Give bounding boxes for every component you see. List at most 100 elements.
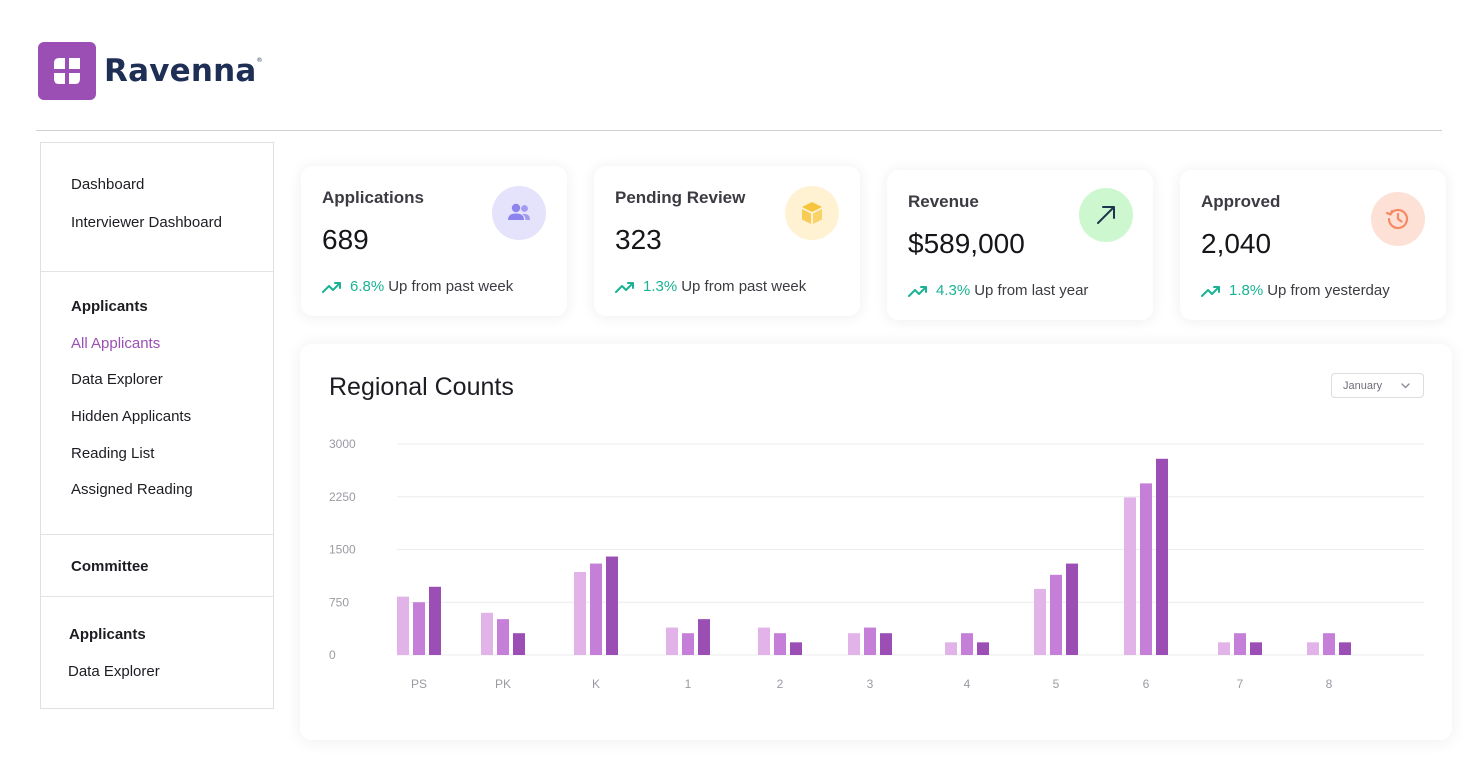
bar: [790, 642, 802, 655]
bar: [698, 619, 710, 655]
bar: [1250, 642, 1262, 655]
stat-value: $589,000: [908, 228, 1025, 259]
stat-trend: 1.8% Up from yesterday: [1201, 282, 1390, 299]
x-tick-label: 3: [867, 677, 874, 691]
stat-trend-percent: 1.3%: [643, 278, 678, 295]
sidebar-section-committee: [41, 535, 273, 597]
y-tick-label: 1500: [329, 543, 356, 557]
bar: [1307, 642, 1319, 655]
bar: [481, 612, 493, 655]
stat-trend: 4.3% Up from last year: [908, 282, 1088, 299]
box-icon: [785, 186, 839, 240]
bar: [1066, 563, 1078, 655]
x-tick-label: 6: [1143, 677, 1150, 691]
brand-logo[interactable]: Ravenna®: [38, 42, 263, 100]
stat-trend: 6.8% Up from past week: [322, 278, 513, 295]
bar: [666, 627, 678, 655]
y-tick-label: 0: [329, 648, 336, 662]
bar: [682, 633, 694, 655]
stat-title: Approved: [1201, 192, 1281, 211]
x-tick-label: K: [592, 677, 600, 691]
sidebar-item-all-applicants[interactable]: All Applicants: [71, 335, 161, 352]
month-select[interactable]: January: [1331, 373, 1424, 398]
stat-value: 2,040: [1201, 228, 1272, 259]
x-tick-label: 5: [1053, 677, 1060, 691]
sidebar-item-dashboard[interactable]: Dashboard: [71, 176, 145, 193]
trend-up-icon: [615, 281, 634, 293]
stat-value: 323: [615, 224, 662, 255]
stat-title: Applications: [322, 188, 425, 207]
stat-card-approved: Approved 2,040 1.8% Up from yesterday: [1180, 170, 1446, 320]
bar: [413, 602, 425, 655]
chevron-down-icon: [1401, 383, 1410, 389]
bar: [880, 633, 892, 655]
stat-trend-percent: 1.8%: [1229, 282, 1264, 299]
bar: [758, 627, 770, 655]
bar: [1140, 483, 1152, 655]
stat-trend-percent: 4.3%: [936, 282, 971, 299]
window-logo-icon: [38, 42, 96, 100]
bar: [397, 596, 409, 655]
regional-counts-card: 0 750 1500 2250 3000 PS PK K 1 2 3 4 5 6 7 8 Regional C…: [300, 344, 1452, 740]
bar: [513, 633, 525, 655]
x-tick-label: PS: [411, 677, 427, 691]
stat-card-pending-review: Pending Review 323 1.3% Up from past wee…: [594, 166, 860, 316]
month-select-value: January: [1343, 379, 1383, 392]
sidebar-section-main: [41, 143, 273, 272]
bar: [590, 563, 602, 655]
sidebar-item-hidden-applicants[interactable]: Hidden Applicants: [71, 408, 192, 425]
bar: [945, 642, 957, 655]
sidebar-item-assigned-reading[interactable]: Assigned Reading: [71, 481, 193, 498]
bar: [864, 627, 876, 655]
stat-trend-percent: 6.8%: [350, 278, 385, 295]
chart-title: Regional Counts: [329, 373, 514, 401]
stat-card-revenue: Revenue $589,000 4.3% Up from last year: [887, 170, 1153, 320]
history-clock-icon: [1371, 192, 1425, 246]
bar: [1156, 458, 1168, 655]
bar: [1050, 574, 1062, 655]
bar: [606, 556, 618, 655]
x-tick-label: PK: [495, 677, 511, 691]
sidebar: Dashboard Interviewer Dashboard Applican…: [40, 142, 274, 709]
x-tick-label: 1: [685, 677, 692, 691]
bar: [429, 586, 441, 655]
bar: [848, 633, 860, 655]
bar: [1234, 633, 1246, 655]
sidebar-heading-committee[interactable]: Committee: [71, 558, 149, 575]
stat-trend: 1.3% Up from past week: [615, 278, 806, 295]
sidebar-item-data-explorer[interactable]: Data Explorer: [71, 371, 163, 388]
bar: [497, 619, 509, 655]
brand-name: Ravenna®: [104, 53, 263, 89]
bar: [1124, 497, 1136, 655]
x-tick-label: 7: [1237, 677, 1244, 691]
bar: [1339, 642, 1351, 655]
trend-up-icon: [1201, 285, 1220, 297]
registered-mark: ®: [256, 57, 263, 64]
stat-card-applications: Applications 689 6.8% Up from past week: [301, 166, 567, 316]
bar: [1323, 633, 1335, 655]
stat-trend-text: Up from past week: [681, 278, 807, 295]
sidebar-section-applicants: [41, 272, 273, 535]
sidebar-item-interviewer-dashboard[interactable]: Interviewer Dashboard: [71, 214, 222, 231]
arrow-up-right-icon: [1079, 188, 1133, 242]
y-tick-label: 3000: [329, 437, 356, 451]
sidebar-item-data-explorer-2[interactable]: Data Explorer: [68, 663, 160, 680]
sidebar-heading-applicants-2: Applicants: [69, 626, 146, 643]
x-tick-label: 2: [777, 677, 784, 691]
stat-title: Revenue: [908, 192, 979, 211]
header-divider: [36, 130, 1442, 131]
x-tick-label: 8: [1326, 677, 1333, 691]
y-tick-label: 750: [329, 595, 349, 609]
bar: [977, 642, 989, 655]
sidebar-heading-applicants: Applicants: [71, 298, 148, 315]
x-tick-label: 4: [964, 677, 971, 691]
bar: [774, 633, 786, 655]
stat-value: 689: [322, 224, 369, 255]
stat-trend-text: Up from last year: [974, 282, 1089, 299]
y-tick-label: 2250: [329, 490, 356, 504]
sidebar-item-reading-list[interactable]: Reading List: [71, 445, 155, 462]
bar: [961, 633, 973, 655]
stat-trend-text: Up from past week: [388, 278, 514, 295]
regional-counts-chart: 0 750 1500 2250 3000 PS PK K 1 2 3 4 5 6 7 8: [329, 437, 1424, 691]
trend-up-icon: [908, 285, 927, 297]
